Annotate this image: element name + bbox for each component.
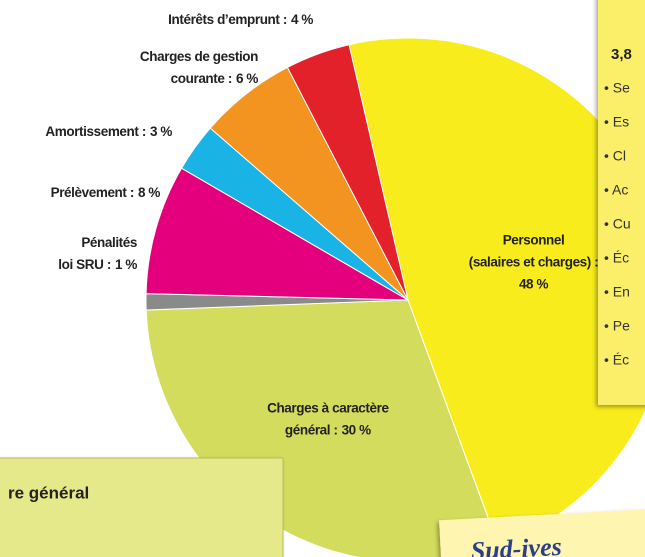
slice-label: Amortissement : 3 % [45,124,172,139]
slice-label: Charges de gestion courante : 6 % [140,49,258,86]
slice-label-line: Intérêts d’emprunt : [168,12,287,27]
slice-label-line: Amortissement : [45,124,146,139]
slice-value-label: 4 % [291,12,313,27]
side-panel: 3,8 • Se • Es • Cl • Ac • Cu • Éc • En • Pe • Éc [598,0,645,405]
note-box [439,508,645,557]
slice-label-line: courante : [171,71,232,86]
side-panel-item: • Ac [604,182,628,198]
slice-label-line: Pénalités [81,235,137,250]
bottom-panel: re général [0,457,284,557]
side-panel-item: • Éc [604,250,629,266]
slice-label-line: Prélèvement : [51,185,134,200]
slice-label: Prélèvement : 8 % [51,185,161,200]
slice-label: Personnel (salaires et charges) : 48 % [469,232,599,291]
side-panel-item: • En [604,284,630,300]
side-panel-items: • Se • Es • Cl • Ac • Cu • Éc • En • Pe • Éc [604,80,631,368]
slice-label: Charges à caractère général : 30 % [267,400,389,437]
slice-value-label: 6 % [236,71,258,86]
slice-label-line: Charges de gestion [140,49,258,64]
slice-labels: Personnel (salaires et charges) : 48 % Char… [45,12,598,438]
slice-label: Pénalités loi SRU : 1 % [58,235,137,272]
slice-label: Intérêts d’emprunt : 4 % [168,12,313,27]
bottom-panel-box [0,457,284,557]
side-panel-box [598,0,645,405]
slice-value-label: 48 % [519,276,549,291]
pie-slice [145,167,409,301]
side-panel-heading: 3,8 [611,46,632,63]
note-text: Sud-ives [470,532,562,557]
slice-label-line: Charges à caractère [267,400,389,415]
slice-value-label: 30 % [342,422,372,437]
side-panel-item: • Se [604,80,630,96]
slice-value-label: 3 % [150,124,172,139]
bottom-panel-title: re général [8,483,89,502]
side-panel-item: • Cl [604,148,626,164]
slice-label-line: Personnel [503,232,565,247]
pie-slice [348,37,645,547]
slice-label-line: (salaires et charges) : [469,254,599,269]
slice-value-label: 8 % [138,185,160,200]
note: Sud-ives [439,508,645,557]
side-panel-item: • Es [604,114,629,130]
side-panel-item: • Cu [604,216,631,232]
side-panel-item: • Éc [604,352,629,368]
slice-label-line: loi SRU : [58,257,111,272]
side-panel-item: • Pe [604,318,630,334]
slice-value-label: 1 % [115,257,137,272]
slice-label-line: général : [285,422,338,437]
pie-slice [286,44,409,301]
